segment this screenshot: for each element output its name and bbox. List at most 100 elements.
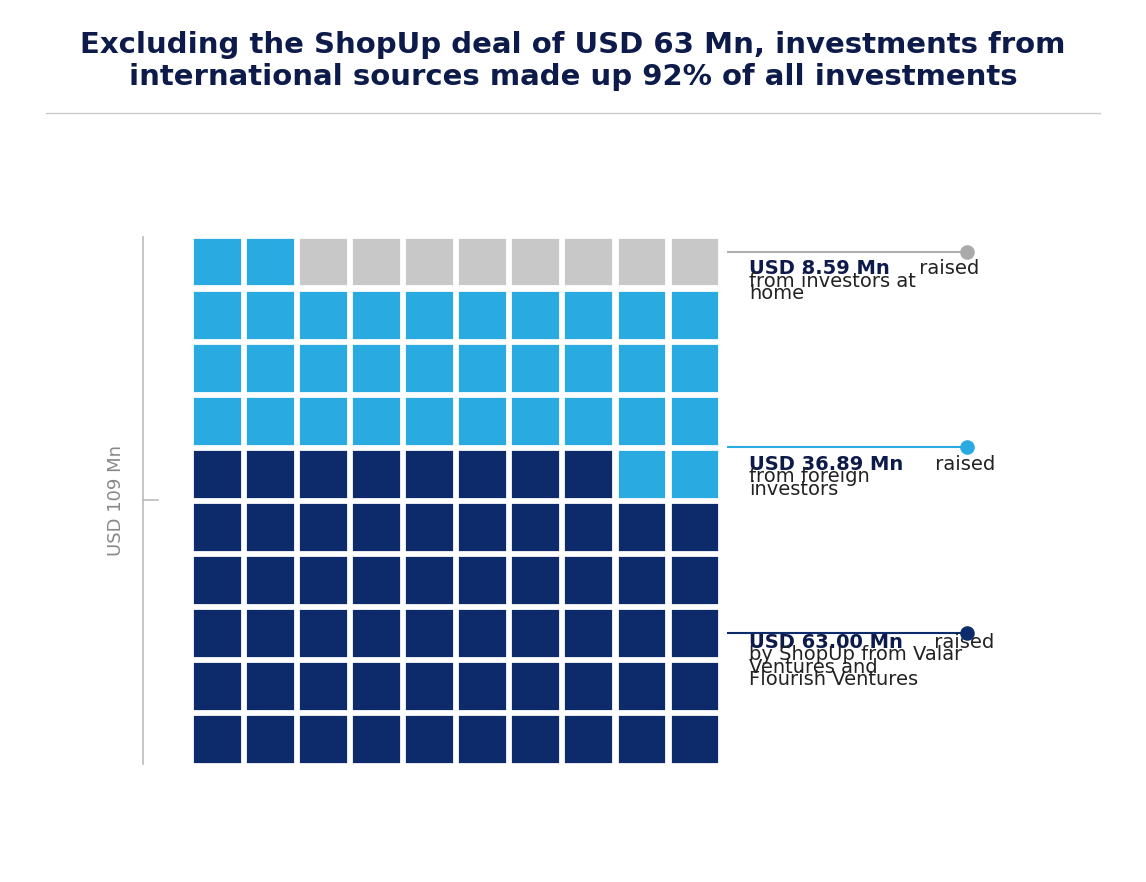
Text: home: home [748,284,804,303]
Bar [245,714,295,764]
Bar [405,502,454,551]
Bar [193,290,242,340]
Bar [352,396,401,445]
Bar [617,714,666,764]
Text: raised: raised [928,633,995,652]
Bar [245,449,295,498]
Bar [564,608,613,658]
Text: raised: raised [929,455,995,474]
Bar [193,449,242,498]
Bar [617,396,666,445]
Bar [405,555,454,604]
Bar [352,502,401,551]
Bar [298,449,348,498]
Bar [564,502,613,551]
Bar [617,662,666,711]
Bar [193,237,242,287]
Bar [298,555,348,604]
Bar [564,290,613,340]
Bar [298,662,348,711]
Bar [405,449,454,498]
Bar [352,714,401,764]
Bar [669,343,719,392]
Bar [298,608,348,658]
Bar [457,714,507,764]
Text: Excluding the ShopUp deal of USD 63 Mn, investments from
international sources m: Excluding the ShopUp deal of USD 63 Mn, … [80,31,1066,91]
Bar [669,608,719,658]
Bar [617,608,666,658]
Bar [352,237,401,287]
Bar [405,608,454,658]
Text: from investors at: from investors at [748,272,916,291]
Bar [510,290,560,340]
Bar [298,290,348,340]
Bar [193,502,242,551]
Bar [298,343,348,392]
Text: raised: raised [913,259,980,278]
Bar [457,290,507,340]
Text: USD 8.59 Mn: USD 8.59 Mn [748,259,889,278]
Bar [245,555,295,604]
Bar [193,608,242,658]
Bar [405,662,454,711]
Bar [564,237,613,287]
Bar [669,396,719,445]
Bar [352,343,401,392]
Bar [510,608,560,658]
Bar [457,662,507,711]
Text: Flourish Ventures: Flourish Ventures [748,670,918,690]
Bar [405,290,454,340]
Point [958,440,976,454]
Bar [245,608,295,658]
Bar [669,555,719,604]
Bar [193,343,242,392]
Bar [510,662,560,711]
Bar [298,237,348,287]
Bar [352,449,401,498]
Bar [193,555,242,604]
Bar [457,343,507,392]
Bar [193,396,242,445]
Bar [457,608,507,658]
Text: investors: investors [748,480,838,498]
Bar [617,343,666,392]
Text: by ShopUp from Valar: by ShopUp from Valar [748,646,961,664]
Bar [298,714,348,764]
Bar [669,502,719,551]
Text: Ventures and: Ventures and [748,658,878,676]
Bar [245,502,295,551]
Bar [405,396,454,445]
Bar [245,396,295,445]
Bar [669,449,719,498]
Bar [617,237,666,287]
Bar [669,714,719,764]
Bar [193,662,242,711]
Bar [245,662,295,711]
Bar [510,396,560,445]
Bar [193,714,242,764]
Bar [245,237,295,287]
Bar [617,449,666,498]
Bar [564,662,613,711]
Bar [405,714,454,764]
Bar [352,662,401,711]
Bar [352,555,401,604]
Point [958,244,976,258]
Bar [405,343,454,392]
Text: USD 109 Mn: USD 109 Mn [107,445,125,556]
Bar [510,555,560,604]
Bar [245,290,295,340]
Bar [564,343,613,392]
Bar [457,555,507,604]
Bar [298,396,348,445]
Bar [564,396,613,445]
Text: USD 63.00 Mn: USD 63.00 Mn [748,633,903,652]
Bar [457,396,507,445]
Bar [564,555,613,604]
Text: USD 36.89 Mn: USD 36.89 Mn [748,455,903,474]
Bar [510,237,560,287]
Bar [617,555,666,604]
Bar [510,714,560,764]
Bar [457,237,507,287]
Bar [510,502,560,551]
